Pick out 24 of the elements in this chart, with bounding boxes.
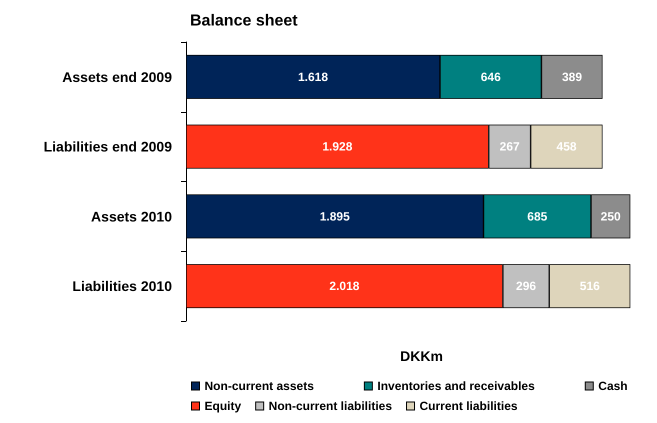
legend-label: Cash	[598, 379, 628, 393]
y-tick-label: Liabilities 2010	[72, 278, 172, 294]
x-axis-title: DKKm	[400, 348, 443, 364]
data-label: 389	[562, 70, 582, 84]
legend-label: Inventories and receivables	[377, 379, 536, 393]
legend-label: Non-current liabilities	[268, 399, 392, 413]
data-label: 296	[516, 279, 536, 294]
data-label: 267	[500, 140, 520, 154]
y-tick-label: Assets 2010	[91, 208, 172, 224]
legend-label: Current liabilities	[420, 399, 518, 413]
data-label: 516	[580, 279, 600, 294]
data-label: 1.618	[298, 70, 328, 84]
data-label: 458	[556, 140, 577, 154]
data-label: 1.895	[320, 209, 350, 224]
chart-title: Balance sheet	[190, 12, 298, 30]
y-tick-label: Liabilities end 2009	[44, 138, 172, 155]
data-label: 250	[600, 209, 622, 224]
data-label: 646	[480, 70, 502, 84]
y-tick-label: Assets end 2009	[62, 68, 172, 85]
legend-label: Equity	[204, 399, 242, 413]
legend-label: Non-current assets	[204, 379, 314, 393]
data-label: 1.928	[322, 140, 353, 154]
data-label: 2.018	[329, 279, 360, 294]
data-label: 685	[527, 209, 548, 224]
